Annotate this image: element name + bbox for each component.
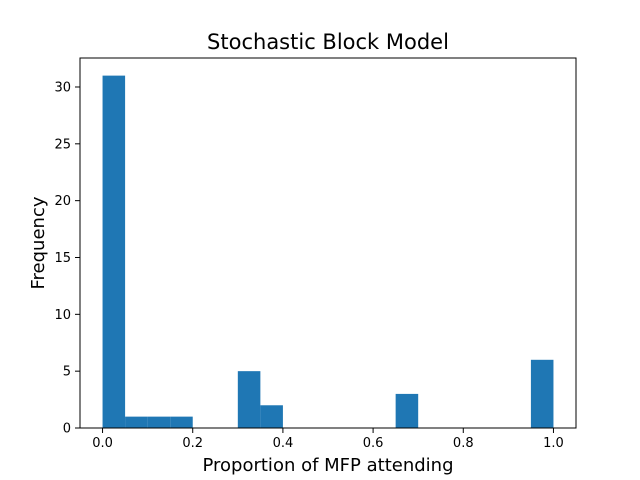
histogram-bar-0: [102, 75, 126, 429]
x-tick-label: 1.0: [543, 436, 564, 451]
y-axis-ticks: 0 5 10 15 20 25 30: [54, 80, 80, 437]
histogram-bar-3: [170, 416, 193, 428]
y-tick-label: 20: [54, 194, 71, 209]
histogram-bars: [102, 75, 554, 429]
x-tick-label: 0.0: [92, 436, 113, 451]
y-tick-label: 30: [54, 80, 71, 95]
histogram-bar-19: [530, 359, 554, 428]
y-tick-label: 0: [63, 422, 71, 437]
histogram-bar-13: [395, 393, 419, 428]
x-tick-label: 0.8: [453, 436, 474, 451]
chart-title: Stochastic Block Model: [207, 30, 449, 54]
y-tick-label: 5: [63, 365, 71, 380]
x-tick-label: 0.6: [363, 436, 384, 451]
histogram-bar-2: [147, 416, 171, 428]
y-tick-label: 15: [54, 251, 71, 266]
histogram-bar-7: [260, 405, 283, 428]
x-tick-label: 0.2: [182, 436, 203, 451]
y-tick-label: 10: [54, 308, 71, 323]
x-axis-ticks: 0.0 0.2 0.4 0.6 0.8 1.0: [92, 428, 564, 451]
x-tick-label: 0.4: [273, 436, 294, 451]
histogram-bar-1: [125, 416, 148, 428]
plot-frame: [79, 57, 577, 429]
y-axis-label: Frequency: [28, 196, 49, 289]
y-tick-label: 25: [54, 137, 71, 152]
histogram-bar-6: [237, 371, 261, 428]
x-axis-label: Proportion of MFP attending: [202, 455, 453, 476]
